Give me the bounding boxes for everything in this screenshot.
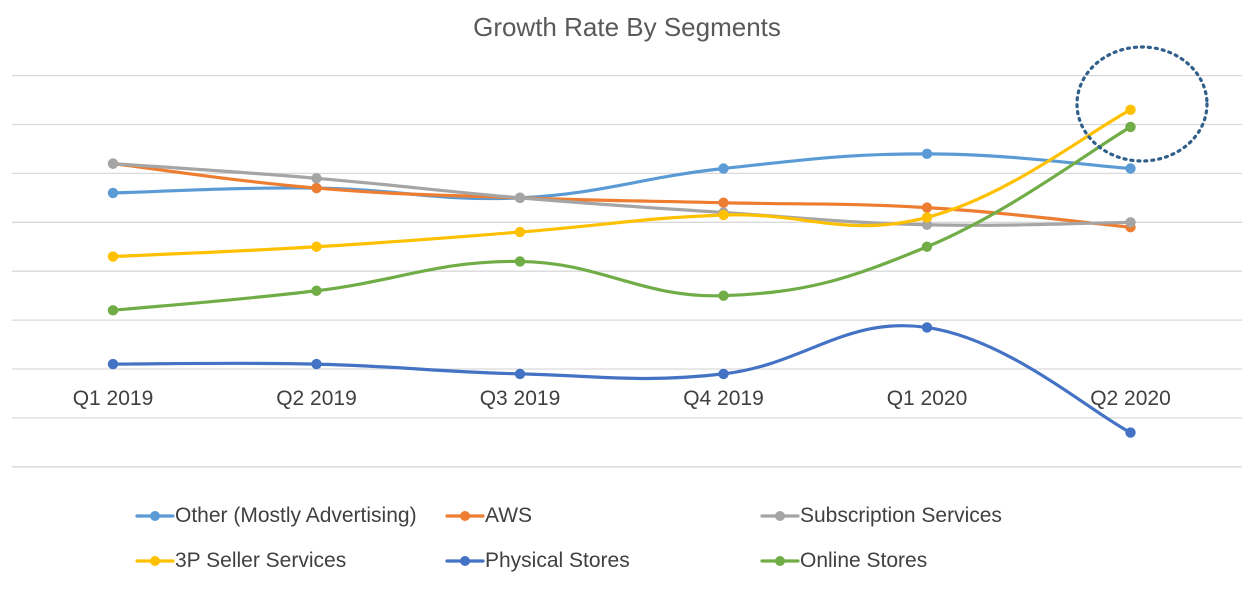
legend-label: 3P Seller Services	[175, 549, 347, 572]
plot-area: Q1 2019 Q2 2019 Q3 2019 Q4 2019 Q1 2020 Q2 20…	[12, 45, 1242, 468]
data-point-physical-stores	[514, 368, 526, 380]
series-line-physical-stores	[111, 324, 1133, 435]
data-point-3p-seller-services	[514, 226, 526, 238]
data-point-online-stores	[1125, 121, 1136, 133]
series-3p-seller-services	[107, 104, 1136, 262]
data-point-online-stores	[311, 285, 322, 296]
series-line-online-stores	[111, 125, 1133, 312]
highlight-circle-annotation	[1075, 45, 1209, 163]
data-point-3p-seller-services	[921, 212, 933, 223]
x-tick-label: Q1 2020	[887, 387, 968, 410]
data-point-subscription-services	[107, 158, 119, 169]
legend-label: Subscription Services	[800, 504, 1002, 527]
series-line-other-mostly-advertising	[111, 152, 1133, 201]
data-point-aws	[718, 197, 729, 208]
data-point-3p-seller-services	[311, 241, 322, 252]
series-line-3p-seller-services	[111, 108, 1133, 259]
data-point-online-stores	[718, 290, 729, 301]
x-tick-label: Q2 2020	[1090, 387, 1171, 410]
data-point-subscription-services	[514, 192, 526, 204]
data-point-subscription-services	[1125, 217, 1136, 228]
series-group	[107, 104, 1136, 438]
data-point-other-mostly-advertising	[921, 148, 933, 160]
data-point-physical-stores	[718, 368, 729, 380]
x-tick-label: Q2 2019	[276, 387, 357, 410]
series-physical-stores	[107, 322, 1136, 438]
chart-title: Growth Rate By Segments	[473, 12, 781, 42]
data-point-3p-seller-services	[1125, 104, 1136, 116]
legend-swatch-icon	[445, 551, 485, 571]
x-tick-label: Q3 2019	[480, 387, 561, 410]
series-other-mostly-advertising	[107, 148, 1136, 204]
data-point-online-stores	[921, 241, 933, 252]
data-point-subscription-services	[311, 173, 322, 184]
legend-item-online-stores: Online Stores	[760, 546, 927, 576]
data-point-3p-seller-services	[107, 251, 119, 262]
legend-swatch-icon	[445, 506, 485, 526]
data-point-online-stores	[107, 305, 119, 316]
legend-swatch-icon	[135, 551, 175, 571]
data-point-3p-seller-services	[718, 209, 729, 221]
data-point-physical-stores	[1125, 427, 1136, 438]
series-online-stores	[107, 121, 1136, 316]
legend-item-physical-stores: Physical Stores	[445, 546, 630, 576]
data-point-other-mostly-advertising	[107, 187, 119, 199]
data-point-other-mostly-advertising	[1125, 163, 1136, 174]
x-tick-label: Q4 2019	[683, 387, 764, 410]
x-axis-labels: Q1 2019 Q2 2019 Q3 2019 Q4 2019 Q1 2020 Q2 20…	[73, 387, 1171, 410]
legend-label: Other (Mostly Advertising)	[175, 504, 417, 527]
legend-item-3p-seller-services: 3P Seller Services	[135, 546, 346, 576]
legend-label: Online Stores	[800, 549, 928, 572]
data-point-other-mostly-advertising	[718, 163, 729, 174]
data-point-physical-stores	[921, 322, 933, 333]
series-line-aws	[111, 162, 1133, 229]
legend-label: Physical Stores	[485, 549, 630, 572]
data-point-physical-stores	[311, 358, 322, 370]
legend-swatch-icon	[135, 506, 175, 526]
data-point-aws	[921, 202, 933, 213]
x-tick-label: Q1 2019	[73, 387, 154, 410]
data-point-aws	[311, 182, 322, 194]
legend-swatch-icon	[760, 506, 800, 526]
data-point-subscription-services	[921, 219, 933, 230]
legend-swatch-icon	[760, 551, 800, 571]
legend-item-aws: AWS	[445, 501, 532, 531]
legend: Other (Mostly Advertising) AWS Subscriptio…	[0, 498, 1254, 588]
legend-item-other-mostly-advertising: Other (Mostly Advertising)	[135, 501, 417, 531]
series-line-subscription-services	[111, 162, 1133, 227]
data-point-online-stores	[514, 256, 526, 267]
gridlines	[12, 74, 1242, 468]
legend-label: AWS	[485, 504, 533, 527]
data-point-physical-stores	[107, 358, 119, 370]
legend-item-subscription-services: Subscription Services	[760, 501, 1002, 531]
